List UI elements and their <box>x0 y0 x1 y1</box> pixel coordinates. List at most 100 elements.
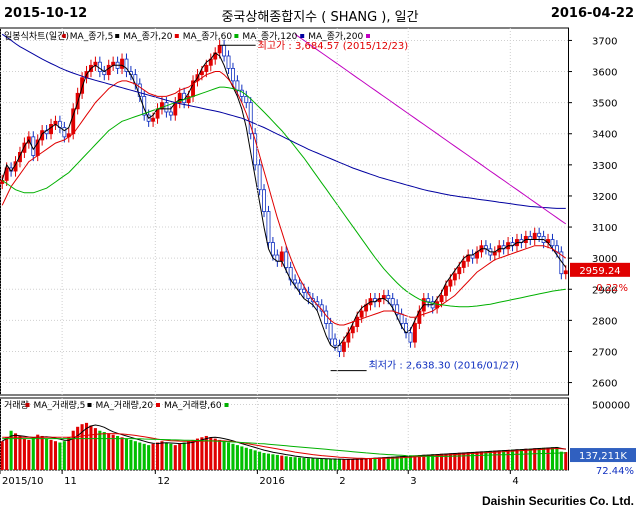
volume-bar <box>253 450 257 470</box>
last-volume-pct-label: 72.44% <box>596 466 634 477</box>
volume-bar <box>315 458 319 470</box>
volume-legend-label: MA_거래량,20 <box>96 399 154 411</box>
volume-bar <box>258 451 262 470</box>
volume-bar <box>124 438 129 470</box>
volume-bar <box>138 442 142 470</box>
volume-bar <box>333 459 337 470</box>
candle-body <box>270 242 275 256</box>
candle-body <box>284 251 289 268</box>
volume-bar <box>84 422 89 470</box>
candle-body <box>279 251 284 262</box>
volume-bar <box>488 450 492 470</box>
candle-body <box>439 295 444 303</box>
candle-body <box>168 111 173 116</box>
price-tick-label: 3500 <box>592 99 617 110</box>
ma60-line <box>1 86 566 308</box>
volume-bar <box>93 428 97 470</box>
candle-body <box>80 77 85 94</box>
volume-legend-swatch <box>25 403 30 407</box>
volume-bar <box>533 448 537 470</box>
volume-bar <box>49 439 53 470</box>
volume-bar <box>129 439 133 470</box>
candle-body <box>164 102 169 113</box>
volume-bar <box>71 430 75 470</box>
candle-body <box>4 167 9 181</box>
price-tick-label: 2800 <box>592 316 617 327</box>
volume-legend-label: MA_거래량,5 <box>34 399 86 411</box>
ma120-line <box>1 33 566 209</box>
x-tick-label: 11 <box>64 476 77 487</box>
x-tick-label: 12 <box>157 476 170 487</box>
candle-body <box>222 45 227 57</box>
volume-bar <box>244 447 248 470</box>
candle-body <box>457 267 462 275</box>
volume-bar <box>457 452 461 470</box>
ma20-line <box>1 71 567 326</box>
volume-bar <box>160 441 164 470</box>
volume-ma60-line <box>2 438 566 457</box>
volume-bar <box>479 451 484 470</box>
volume-bar <box>395 456 399 470</box>
volume-bar <box>497 450 501 470</box>
candle-body <box>62 127 67 138</box>
volume-bar <box>528 448 532 470</box>
volume-bar <box>187 441 191 470</box>
volume-bar <box>400 456 404 470</box>
volume-bar <box>240 446 244 470</box>
volume-tick-label: 500000 <box>592 401 630 412</box>
last-volume-label: 137,211K <box>579 451 627 462</box>
volume-bar <box>182 442 186 470</box>
price-tick-label: 3200 <box>592 192 617 203</box>
volume-bar <box>439 453 444 470</box>
volume-bar <box>62 441 66 470</box>
legend-swatch <box>61 34 66 38</box>
price-tick-label: 3100 <box>592 223 617 234</box>
price-tick-label: 2900 <box>592 285 617 296</box>
candle-body <box>452 273 457 281</box>
candle-body <box>408 332 413 343</box>
volume-bar <box>289 456 293 470</box>
volume-bar <box>222 441 226 470</box>
last-price-label: 2959.24 <box>579 266 620 277</box>
volume-bar <box>9 430 13 470</box>
volume-bar <box>98 430 102 470</box>
volume-bar <box>249 449 253 470</box>
legend-label: MA_종가,120 <box>242 31 297 42</box>
volume-bar <box>235 445 239 470</box>
candle-body <box>350 326 355 334</box>
x-tick-label: 2 <box>339 476 345 487</box>
volume-bar <box>67 437 71 470</box>
volume-bar <box>53 441 58 470</box>
volume-bar <box>76 426 80 470</box>
candle-body <box>257 164 262 191</box>
last-price-badge <box>570 262 630 277</box>
volume-bar <box>408 455 413 470</box>
volume-bar <box>462 452 466 470</box>
candle-body <box>333 338 337 346</box>
volume-bar <box>107 433 111 470</box>
candle-body <box>231 68 235 82</box>
volume-bar <box>506 449 510 470</box>
volume-bar <box>329 459 333 470</box>
volume-bar <box>102 432 106 470</box>
volume-bar <box>422 454 426 470</box>
volume-bar <box>275 454 279 470</box>
candle-body <box>244 96 249 104</box>
volume-bar <box>555 446 559 470</box>
volume-bar <box>564 452 568 470</box>
volume-bar <box>266 453 271 470</box>
candle-body <box>266 211 271 244</box>
volume-bar <box>209 437 213 470</box>
candle-body <box>217 45 222 54</box>
candle-body <box>106 64 111 76</box>
volume-bar <box>5 437 9 470</box>
volume-bar <box>466 452 470 470</box>
candle-body <box>341 341 346 352</box>
volume-bar <box>546 447 550 470</box>
volume-bar <box>342 459 346 470</box>
low-annotation-label: 최저가 : 2,638.30 (2016/01/27) <box>369 360 520 372</box>
volume-legend-swatch <box>156 403 160 407</box>
candle-body <box>293 279 298 284</box>
volume-bar <box>510 449 515 470</box>
